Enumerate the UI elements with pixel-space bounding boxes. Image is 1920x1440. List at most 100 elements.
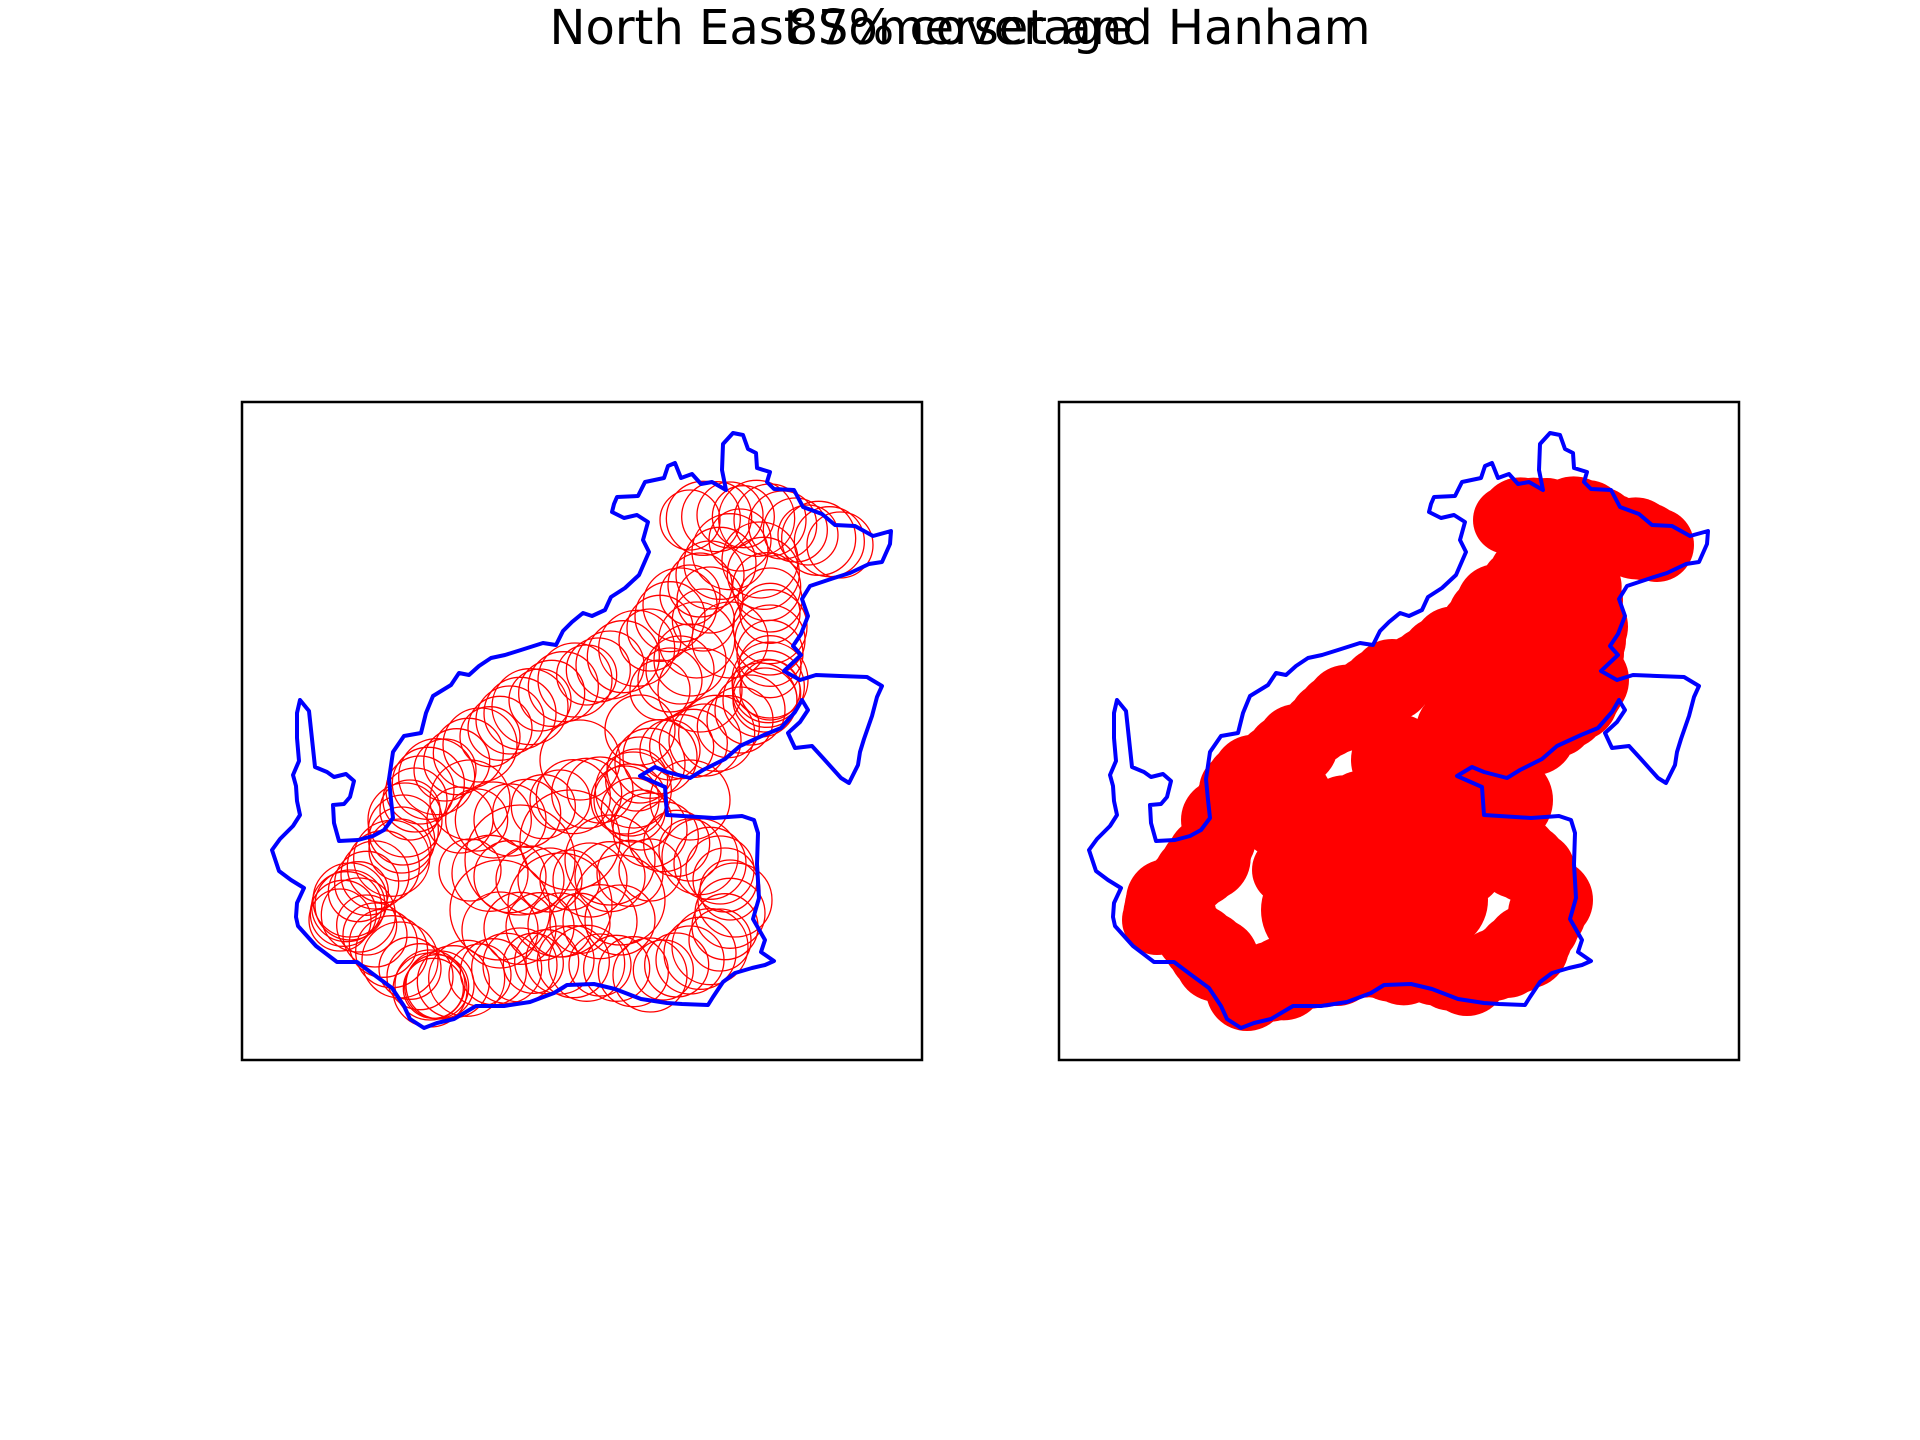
left-panel-frame (240, 400, 924, 1062)
coverage-circle-77 (678, 694, 756, 772)
right-boundary-outline (1087, 431, 1710, 1030)
coverage-circle-164 (584, 884, 656, 956)
coverage-circle-74 (714, 674, 786, 746)
coverage-circle-4 (711, 485, 775, 549)
coverage-circle-35 (467, 695, 533, 761)
coverage-circle-165 (676, 566, 744, 634)
coverage-circle-37 (442, 707, 518, 783)
chart-title: North East Somerset and Hanham (549, 0, 1371, 56)
coverage-circle-172 (464, 804, 576, 916)
coverage-circle-24 (586, 620, 660, 694)
coverage-circle-163 (562, 884, 638, 960)
coverage-circle-59 (721, 521, 799, 599)
coverage-disc-178 (1461, 754, 1553, 846)
coverage-circle-60 (726, 536, 800, 610)
coverage-circle-180 (691, 601, 769, 679)
coverage-circle-171 (629, 659, 691, 721)
coverage-circle-22 (618, 608, 682, 672)
coverage-disc-177 (1386, 849, 1488, 951)
coverage-circle-43 (385, 755, 455, 825)
coverage-circle-20 (634, 581, 706, 653)
coverage-circle-117 (502, 932, 564, 994)
left-coverage-circles (308, 479, 874, 1028)
coverage-circle-49 (368, 818, 432, 882)
coverage-circle-167 (658, 601, 736, 679)
coverage-circle-90 (611, 789, 673, 851)
coverage-circle-158 (461, 891, 539, 969)
coverage-circle-150 (473, 840, 547, 914)
coverage-disc-180 (1503, 596, 1591, 684)
coverage-circle-104 (671, 908, 749, 986)
coverage-circle-1 (665, 480, 741, 556)
coverage-circle-126 (402, 957, 464, 1019)
coverage-circle-183 (604, 694, 676, 766)
coverage-circle-66 (736, 619, 804, 687)
coverage-circle-128 (394, 949, 466, 1021)
coverage-circle-0 (659, 489, 721, 551)
coverage-circle-155 (574, 841, 646, 913)
coverage-circle-169 (645, 635, 715, 705)
coverage-circle-69 (731, 650, 805, 724)
coverage-circle-133 (348, 908, 418, 978)
coverage-circle-173 (519, 789, 621, 891)
left-map-panel (240, 400, 924, 1062)
coverage-circle-14 (691, 513, 769, 591)
coverage-circle-181 (429, 759, 511, 841)
coverage-circle-182 (539, 719, 621, 801)
coverage-circle-175 (449, 859, 551, 961)
coverage-circle-33 (483, 676, 557, 750)
coverage-circle-160 (505, 892, 575, 962)
coverage-disc-137 (1128, 866, 1206, 944)
coverage-circle-42 (391, 746, 465, 820)
coverage-circle-159 (483, 891, 557, 965)
coverage-circle-39 (423, 728, 491, 796)
coverage-circle-112 (568, 933, 632, 997)
coverage-disc-183 (1416, 689, 1498, 771)
coverage-circle-85 (605, 748, 669, 812)
coverage-circle-137 (314, 869, 386, 941)
coverage-circle-9 (777, 504, 839, 566)
coverage-circle-34 (475, 685, 545, 755)
coverage-circle-44 (382, 767, 448, 833)
coverage-circle-75 (706, 686, 774, 754)
coverage-circle-2 (681, 481, 753, 553)
coverage-circle-96 (673, 826, 747, 900)
coverage-circle-115 (525, 925, 595, 995)
coverage-circle-136 (320, 877, 396, 953)
coverage-circle-41 (398, 738, 476, 816)
coverage-disc-181 (1241, 754, 1333, 846)
coverage-disc-12 (1620, 508, 1694, 582)
coverage-circle-26 (565, 637, 631, 703)
coverage-circle-16 (675, 540, 745, 610)
coverage-circle-58 (308, 888, 372, 952)
coverage-circle-166 (671, 588, 735, 652)
coverage-circle-177 (574, 854, 666, 946)
coverage-circle-139 (445, 788, 509, 852)
coverage-circle-70 (732, 658, 802, 728)
coverage-circle-45 (379, 779, 441, 841)
coverage-circle-154 (552, 842, 628, 918)
coverage-circle-113 (548, 924, 626, 1002)
coverage-circle-88 (590, 765, 660, 835)
right-map-panel (1057, 400, 1741, 1062)
coverage-circle-30 (518, 659, 586, 727)
coverage-circle-94 (658, 818, 722, 882)
coverage-circle-36 (459, 706, 521, 768)
coverage-circle-111 (583, 934, 651, 1002)
right-panel-frame (1057, 400, 1741, 1062)
coverage-circle-140 (454, 781, 532, 859)
coverage-circle-105 (663, 916, 737, 990)
coverage-circle-31 (508, 668, 572, 732)
coverage-circle-148 (438, 838, 502, 902)
coverage-circle-64 (732, 589, 808, 665)
coverage-circle-48 (368, 806, 436, 874)
coverage-circle-135 (336, 894, 398, 956)
coverage-circle-174 (564, 814, 656, 906)
coverage-circle-47 (367, 794, 439, 866)
left-boundary-outline (270, 431, 893, 1030)
coverage-circle-122 (428, 939, 506, 1017)
coverage-circle-178 (649, 759, 731, 841)
coverage-circle-156 (596, 839, 664, 907)
coverage-circle-72 (739, 659, 801, 721)
